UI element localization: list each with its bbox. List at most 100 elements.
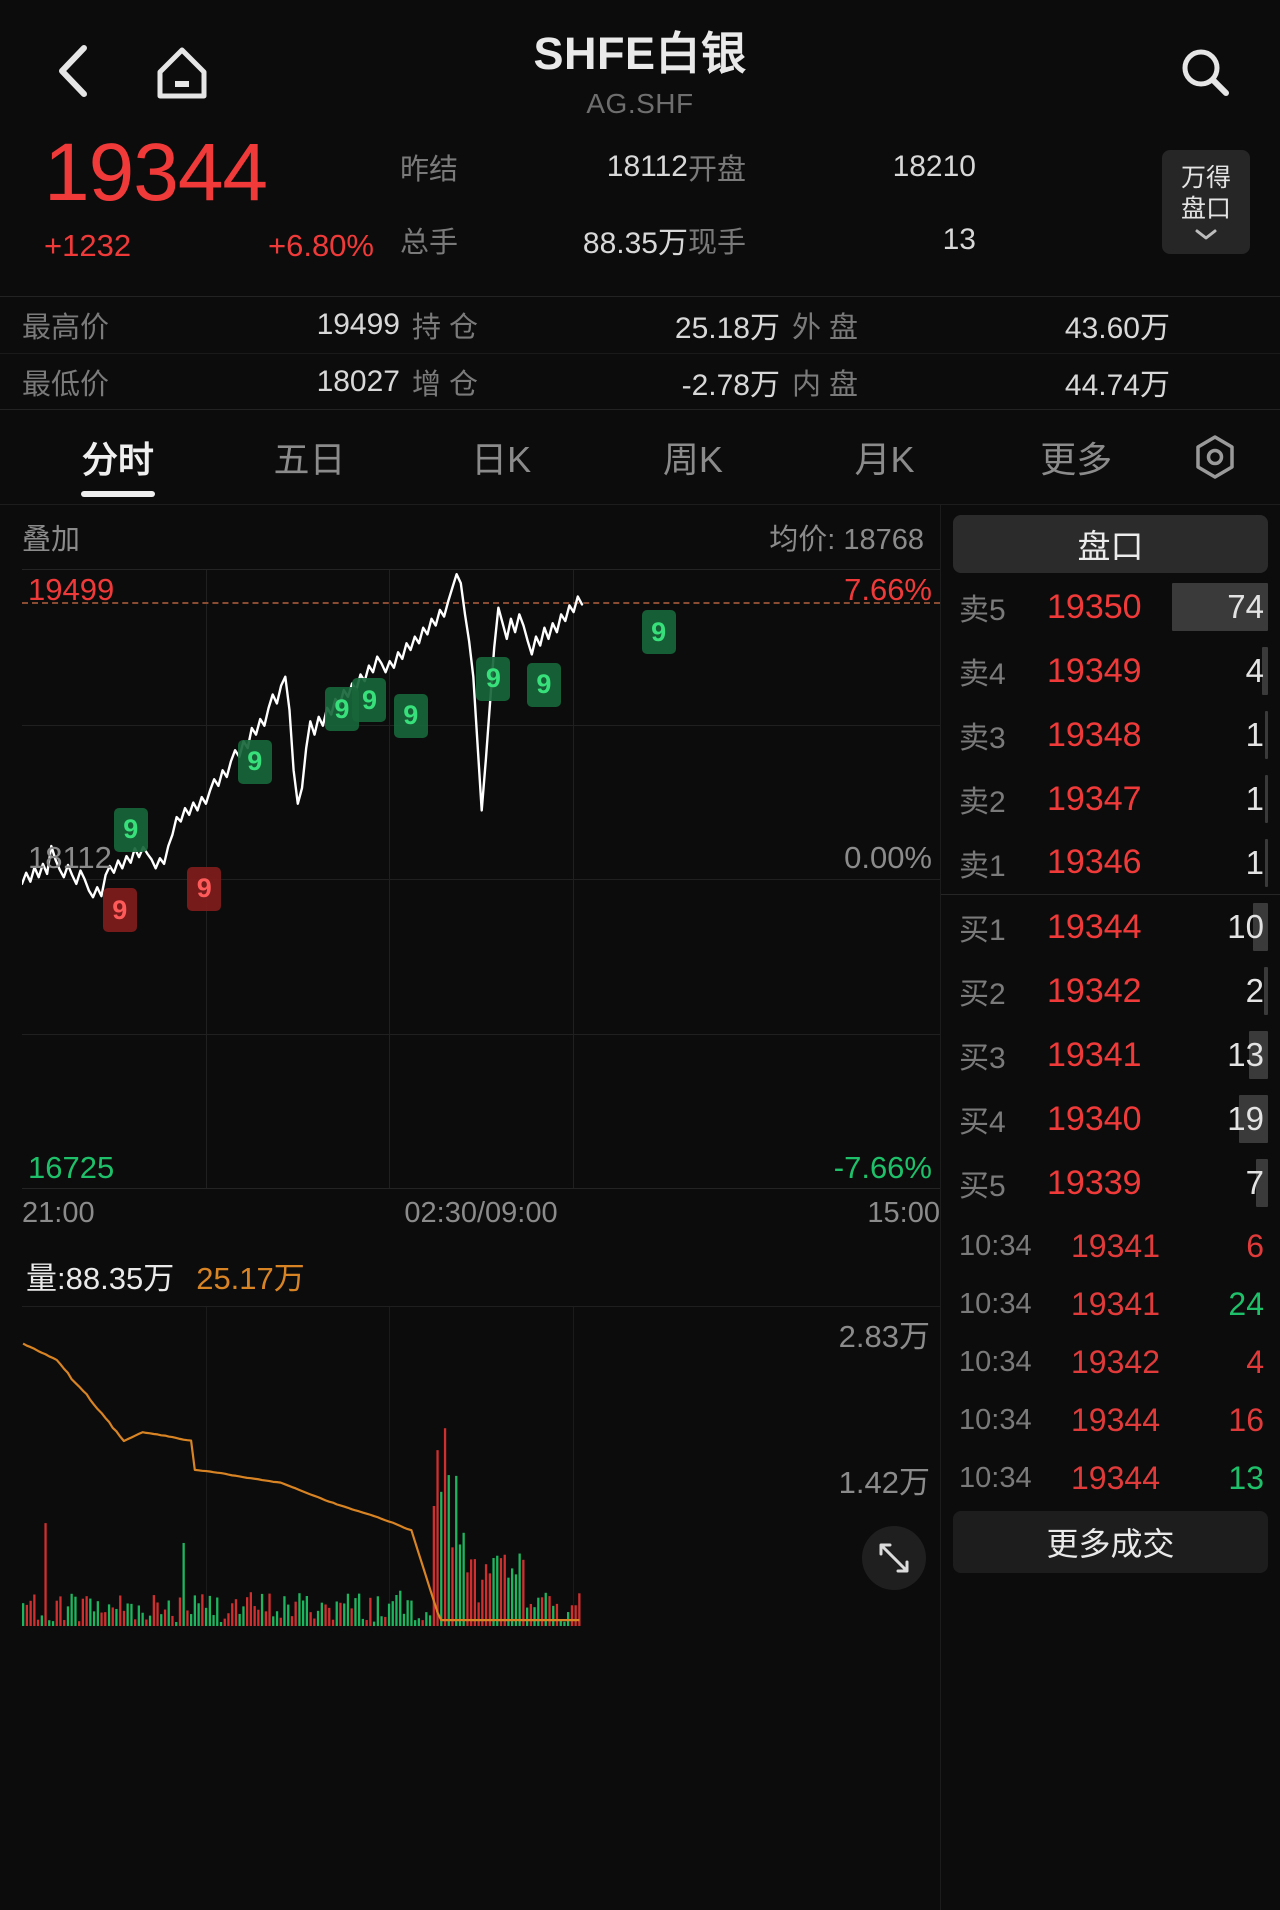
- orderbook-tab-button[interactable]: 盘口: [953, 515, 1268, 573]
- orderbook-side-label: 卖5: [959, 594, 1006, 627]
- stat-label-oi-change: 增 仓: [412, 368, 479, 401]
- orderbook-qty-cell: 1: [1172, 838, 1268, 887]
- search-icon: [1174, 42, 1236, 104]
- trade-qty: 4: [1246, 1343, 1264, 1380]
- orderbook-volume-bar: [1172, 583, 1268, 631]
- signal-marker[interactable]: 9: [102, 888, 137, 933]
- signal-marker[interactable]: 9: [641, 610, 676, 655]
- orderbook-qty-cell: 1: [1172, 775, 1268, 823]
- stat-value-high: 19499: [316, 308, 400, 341]
- orderbook-price: 19346: [1047, 843, 1142, 881]
- orderbook-panel: 盘口 卖5 19350 74 卖4 19349 4 卖3 19348 1 卖2 19347 1 卖1 19…: [940, 505, 1280, 1910]
- quote-field-grid: 昨结 18112 开盘 18210 总手 88.35万 现手 13: [400, 146, 1200, 262]
- stat-value-oi-change: -2.78万: [681, 368, 780, 402]
- last-price-block: 19344 +1232 +6.80%: [44, 132, 404, 264]
- search-button[interactable]: [1174, 42, 1236, 104]
- chevron-down-icon: [1193, 227, 1219, 241]
- trade-qty: 6: [1246, 1227, 1264, 1264]
- tab-weekly-k[interactable]: 周K: [662, 439, 723, 480]
- orderbook-row[interactable]: 买1 19344 10: [941, 895, 1280, 959]
- signal-marker[interactable]: 9: [476, 656, 511, 701]
- reference-line: [22, 602, 940, 604]
- more-trades-button[interactable]: 更多成交: [953, 1511, 1268, 1573]
- orderbook-row[interactable]: 卖4 19349 4: [941, 639, 1280, 703]
- trade-tape-row[interactable]: 10:34 19342 4: [941, 1333, 1280, 1391]
- tab-daily-k[interactable]: 日K: [471, 439, 532, 480]
- trade-tape-row[interactable]: 10:34 19341 6: [941, 1217, 1280, 1275]
- home-button[interactable]: [148, 42, 216, 104]
- trade-price: 19342: [1071, 1343, 1160, 1380]
- tab-intraday[interactable]: 分时: [22, 409, 214, 505]
- quote-summary: 19344 +1232 +6.80% 昨结 18112 开盘 18210 总手 …: [0, 132, 1280, 290]
- orderbook-row[interactable]: 买2 19342 2: [941, 959, 1280, 1023]
- chart-settings-button[interactable]: [1172, 433, 1258, 481]
- orderbook-levels: 卖5 19350 74 卖4 19349 4 卖3 19348 1 卖2 19347 1 卖1 19346…: [941, 573, 1280, 1215]
- orderbook-row[interactable]: 买4 19340 19: [941, 1087, 1280, 1151]
- axis-label-high-price: 19499: [28, 572, 115, 607]
- field-label-open: 开盘: [688, 154, 747, 186]
- tab-monthly-k[interactable]: 月K: [854, 439, 915, 480]
- volume-axis-label-bottom: 1.42万: [838, 1465, 930, 1500]
- time-tick-2: 15:00: [867, 1197, 940, 1229]
- tab-more[interactable]: 更多: [1040, 439, 1113, 480]
- signal-marker[interactable]: 9: [113, 807, 148, 852]
- stat-label-open-interest: 持 仓: [412, 312, 479, 344]
- tab-five-day[interactable]: 五日: [273, 439, 346, 480]
- orderbook-qty: 10: [1227, 908, 1264, 945]
- stat-value-low: 18027: [316, 364, 400, 398]
- orderbook-volume-bar: [1265, 711, 1268, 759]
- orderbook-side-label: 买2: [959, 978, 1006, 1011]
- axis-label-low-price: 16725: [28, 1150, 115, 1185]
- signal-marker[interactable]: 9: [237, 739, 272, 784]
- signal-marker[interactable]: 9: [187, 866, 222, 911]
- field-value-open: 18210: [892, 150, 976, 183]
- trade-time: 10:34: [959, 1345, 1032, 1378]
- axis-label-mid-price: 18112: [28, 840, 112, 875]
- wind-orderbook-button[interactable]: 万得 盘口: [1162, 150, 1250, 254]
- expand-chart-button[interactable]: [862, 1526, 926, 1590]
- home-icon: [148, 42, 216, 104]
- volume-axis-label-top: 2.83万: [838, 1319, 930, 1354]
- orderbook-volume-bar: [1265, 775, 1268, 823]
- orderbook-row[interactable]: 卖2 19347 1: [941, 767, 1280, 831]
- last-price: 19344: [44, 127, 268, 218]
- orderbook-row[interactable]: 卖5 19350 74: [941, 575, 1280, 639]
- chart-header: 叠加 均价: 18768: [0, 505, 940, 569]
- trade-tape-row[interactable]: 10:34 19341 24: [941, 1275, 1280, 1333]
- orderbook-price: 19339: [1047, 1163, 1142, 1202]
- orderbook-price: 19350: [1047, 587, 1142, 626]
- price-change: +1232: [44, 228, 132, 263]
- stat-label-outer-volume: 外 盘: [792, 312, 859, 344]
- orderbook-qty-cell: 7: [1172, 1159, 1268, 1207]
- table-row: 最低价 18027 增 仓 -2.78万 内 盘 44.74万: [0, 353, 1280, 409]
- signal-marker[interactable]: 9: [526, 662, 561, 707]
- orderbook-qty-cell: 1: [1172, 711, 1268, 759]
- orderbook-side-label: 买1: [959, 914, 1006, 947]
- orderbook-volume-bar: [1248, 1031, 1268, 1079]
- orderbook-row[interactable]: 买3 19341 13: [941, 1023, 1280, 1087]
- orderbook-price: 19342: [1047, 971, 1142, 1010]
- trade-price: 19341: [1071, 1227, 1160, 1264]
- orderbook-qty-cell: 10: [1172, 903, 1268, 951]
- orderbook-side-label: 卖4: [959, 658, 1006, 691]
- orderbook-side-label: 买5: [959, 1170, 1006, 1203]
- axis-label-high-pct: 7.66%: [844, 572, 932, 607]
- overlay-button[interactable]: 叠加: [22, 524, 81, 556]
- field-label-prev-settle: 昨结: [400, 154, 459, 186]
- trade-tape-row[interactable]: 10:34 19344 16: [941, 1391, 1280, 1449]
- trade-time: 10:34: [959, 1229, 1032, 1262]
- volume-chart[interactable]: 2.83万 1.42万: [22, 1306, 940, 1626]
- orderbook-row[interactable]: 卖1 19346 1: [941, 831, 1280, 895]
- chevron-left-icon: [48, 40, 100, 102]
- trade-tape-row[interactable]: 10:34 19344 13: [941, 1449, 1280, 1507]
- orderbook-qty-cell: 74: [1172, 583, 1268, 631]
- orderbook-row[interactable]: 买5 19339 7: [941, 1151, 1280, 1215]
- orderbook-row[interactable]: 卖3 19348 1: [941, 703, 1280, 767]
- back-button[interactable]: [48, 40, 100, 102]
- orderbook-qty-cell: 13: [1172, 1031, 1268, 1079]
- signal-marker[interactable]: 9: [352, 678, 387, 723]
- signal-marker[interactable]: 9: [393, 693, 428, 738]
